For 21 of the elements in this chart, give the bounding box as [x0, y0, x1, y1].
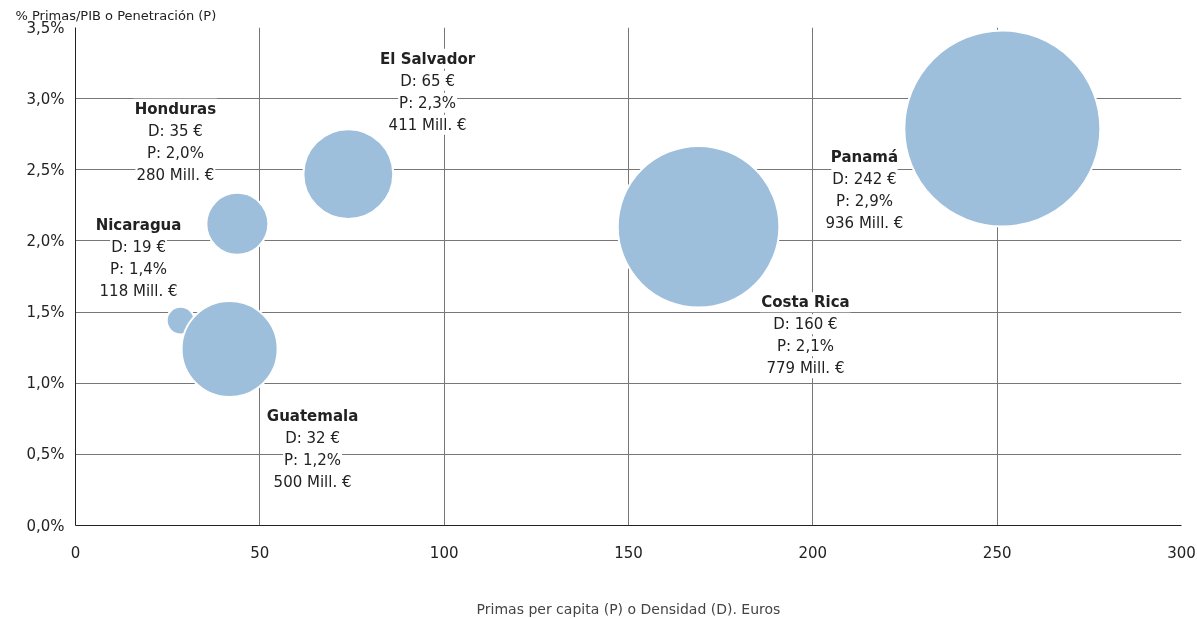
y-tick-label: 0,5% [26, 445, 65, 464]
x-tick-label: 250 [982, 543, 1012, 562]
x-tick-label: 50 [250, 543, 270, 562]
annotation: El Salvador D: 65 € P: 2,3% 411 Mill. € [380, 49, 476, 134]
annotation: Panamá D: 242 € P: 2,9% 936 Mill. € [825, 148, 904, 233]
annotation: Costa Rica D: 160 € P: 2,1% 779 Mill. € [761, 293, 850, 378]
y-tick-label: 0,0% [26, 516, 65, 535]
y-tick-label: 2,5% [26, 160, 65, 179]
x-tick-label: 100 [429, 543, 459, 562]
annotation: Nicaragua D: 19 € P: 1,4% 118 Mill. € [95, 216, 182, 301]
x-tick-label: 200 [798, 543, 828, 562]
y-tick-label: 1,0% [26, 374, 65, 393]
x-tick-label: 0 [70, 543, 81, 562]
y-tick-label: 3,0% [26, 89, 65, 108]
y-tick-label: 2,0% [26, 231, 65, 250]
annotation: Honduras D: 35 € P: 2,0% 280 Mill. € [134, 99, 217, 184]
y-tick-label: 1,5% [26, 303, 65, 322]
annotation: Guatemala D: 32 € P: 1,2% 500 Mill. € [266, 406, 359, 491]
x-tick-label: 300 [1167, 543, 1196, 562]
x-axis-title: Primas per capita (P) o Densidad (D). Euros [476, 600, 781, 617]
x-tick-label: 150 [614, 543, 643, 562]
